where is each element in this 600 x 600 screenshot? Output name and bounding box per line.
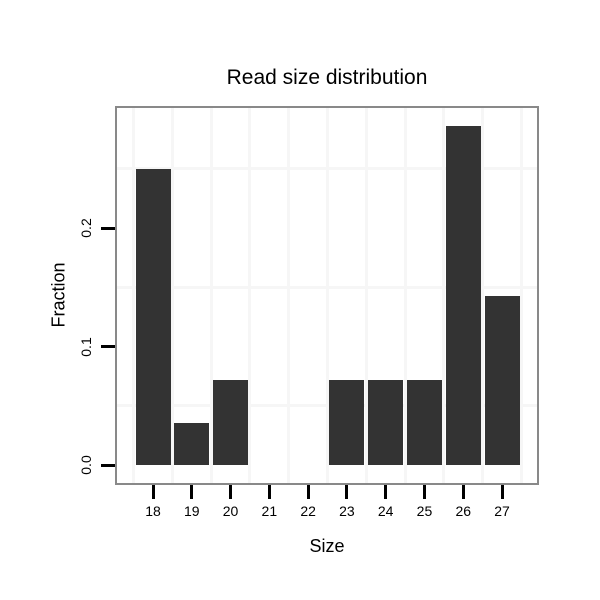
x-tick (345, 485, 349, 499)
minor-gridline-vertical (170, 108, 174, 483)
minor-gridline-vertical (403, 108, 407, 483)
chart-title: Read size distribution (226, 66, 428, 89)
x-tick-label: 22 (300, 503, 316, 519)
minor-gridline-vertical (248, 108, 252, 483)
x-tick (500, 485, 504, 499)
minor-gridline-vertical (326, 108, 329, 483)
gridlines-layer (117, 108, 537, 483)
minor-gridline-vertical (442, 108, 446, 483)
minor-gridline-horizontal (117, 167, 537, 171)
bar-size-27 (484, 295, 520, 465)
x-tick (267, 485, 271, 499)
x-tick-label: 21 (261, 503, 278, 519)
x-tick-label: 27 (494, 503, 510, 519)
minor-gridline-vertical (287, 108, 291, 483)
bar-size-24 (368, 380, 404, 465)
x-tick-label: 24 (377, 503, 394, 519)
x-tick-label: 19 (183, 503, 200, 519)
y-tick (101, 463, 115, 467)
plot-panel (115, 106, 539, 485)
y-axis-title: Fraction (48, 262, 69, 328)
y-tick-label: 0.2 (78, 218, 94, 238)
bar-size-25 (406, 380, 442, 465)
minor-gridline-vertical (481, 108, 485, 483)
y-tick-label: 0.0 (78, 455, 94, 475)
minor-gridline-vertical (364, 108, 368, 483)
x-tick-label: 25 (416, 503, 433, 519)
bars-layer (117, 108, 537, 483)
x-tick-label: 26 (455, 503, 472, 519)
bar-size-20 (213, 380, 249, 465)
minor-gridline-vertical (519, 108, 523, 483)
x-tick-label: 23 (339, 503, 355, 519)
y-tick (101, 345, 115, 348)
x-tick (229, 485, 233, 499)
x-tick (151, 485, 155, 499)
bar-size-23 (329, 380, 365, 465)
bar-size-18 (135, 168, 171, 465)
minor-gridline-vertical (209, 108, 213, 483)
x-tick (190, 485, 194, 499)
minor-gridline-horizontal (117, 404, 537, 408)
y-tick (101, 226, 115, 230)
x-tick (384, 485, 388, 499)
y-tick-label: 0.1 (78, 336, 94, 357)
x-axis-title: Size (309, 536, 345, 556)
x-tick (461, 485, 465, 499)
minor-gridline-horizontal (117, 285, 537, 289)
bar-size-19 (174, 422, 210, 465)
x-tick-label: 20 (222, 503, 239, 519)
x-tick-label: 18 (145, 503, 161, 519)
minor-gridline-vertical (132, 108, 136, 483)
x-tick (306, 485, 310, 499)
bar-size-26 (445, 126, 481, 465)
x-tick (422, 485, 426, 499)
